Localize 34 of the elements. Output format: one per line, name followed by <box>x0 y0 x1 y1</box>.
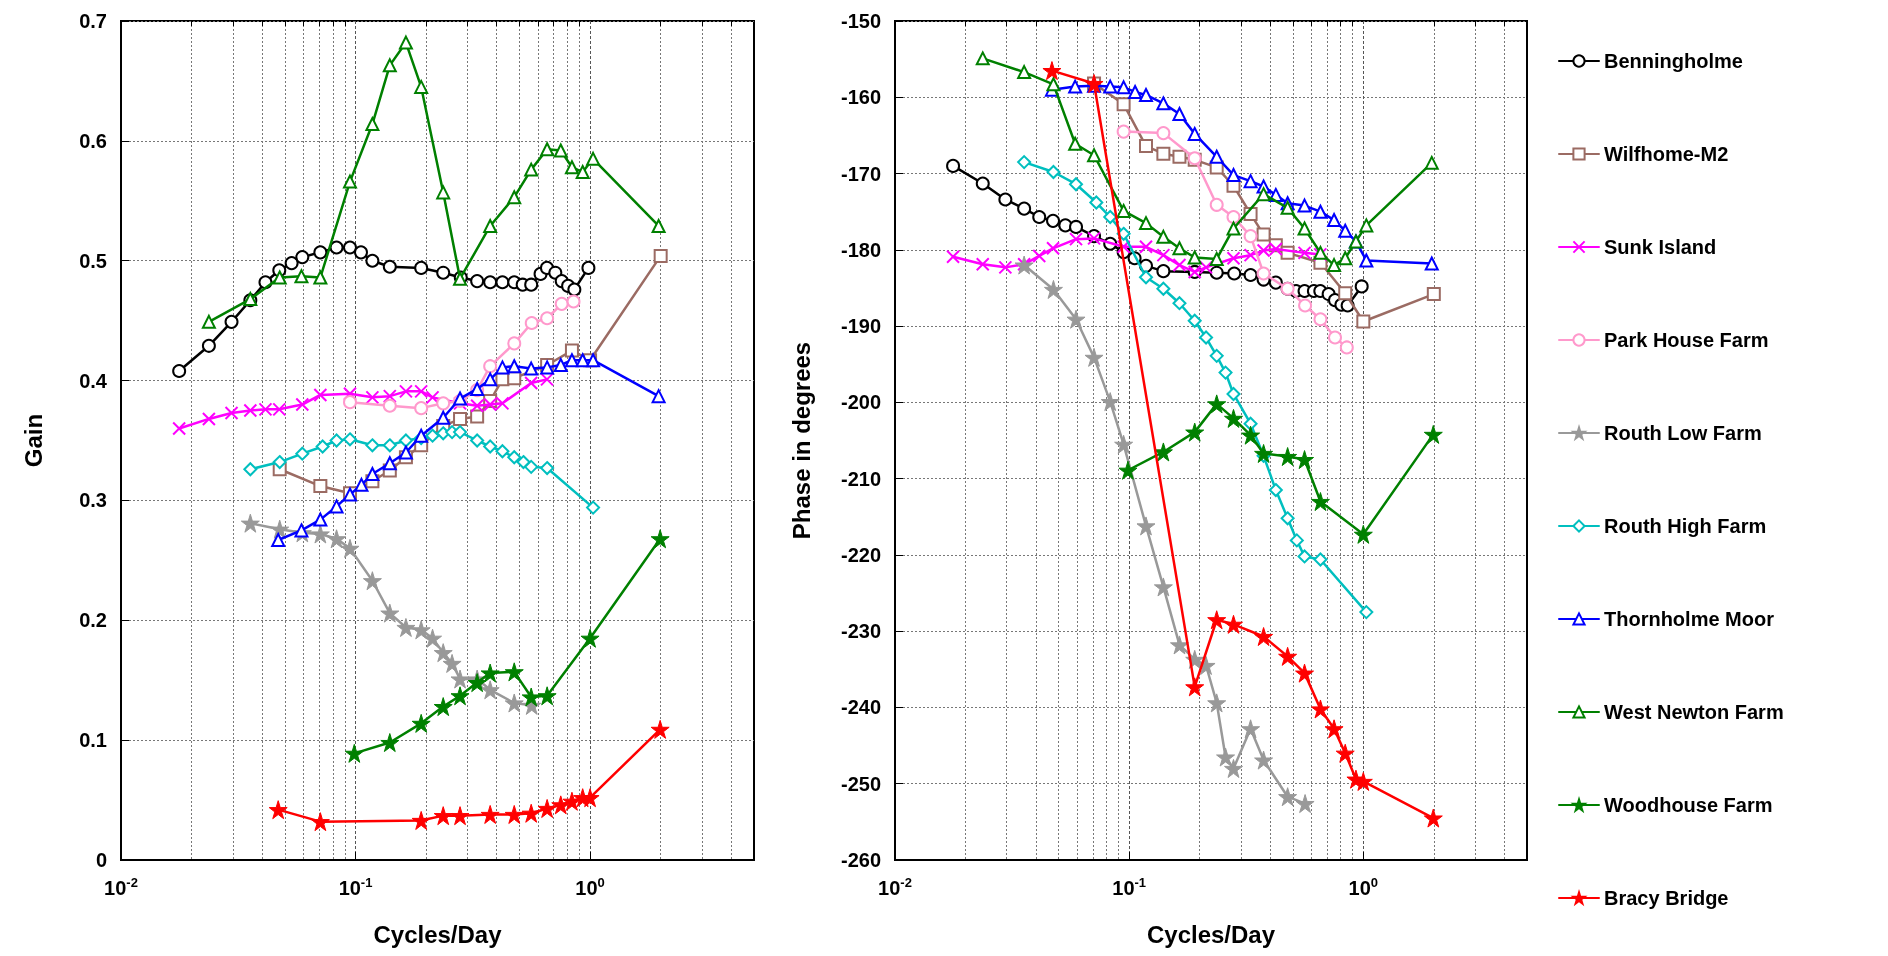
y-axis-title: Phase in degrees <box>787 341 815 540</box>
x-axis-title: Cycles/Day <box>1146 920 1276 948</box>
y-tick-label: -220 <box>840 543 881 566</box>
y-tick-label: -160 <box>840 86 881 109</box>
y-tick-label: 0 <box>95 849 107 871</box>
legend-label: Bracy Bridge <box>1604 887 1729 909</box>
legend-label: Routh High Farm <box>1604 515 1767 537</box>
y-tick-label: -230 <box>840 620 881 643</box>
legend-label: Park House Farm <box>1604 329 1769 351</box>
y-tick-label: -260 <box>840 849 881 871</box>
y-tick-label: -200 <box>840 391 881 414</box>
y-tick-label: -170 <box>840 162 881 185</box>
y-tick-label: -240 <box>840 696 881 719</box>
y-tick-label: 0.3 <box>79 489 107 512</box>
legend-label: Benningholme <box>1604 50 1743 72</box>
y-tick-label: 0.1 <box>79 729 107 752</box>
x-axis-title: Cycles/Day <box>373 920 503 948</box>
y-tick-label: 0.6 <box>79 129 107 152</box>
legend-label: Sunk Island <box>1604 236 1717 258</box>
y-tick-label: -180 <box>840 238 881 261</box>
y-tick-label: -190 <box>840 315 881 338</box>
y-axis-title: Gain <box>19 413 47 468</box>
legend-label: Thornholme Moor <box>1604 608 1775 630</box>
y-tick-label: 0.5 <box>79 249 107 272</box>
legend-label: Woodhouse Farm <box>1604 794 1773 816</box>
y-tick-label: 0.7 <box>79 10 107 32</box>
legend-label: Wilfhome-M2 <box>1604 143 1729 165</box>
y-tick-label: 0.4 <box>79 369 108 392</box>
legend-label: Routh Low Farm <box>1604 422 1762 444</box>
legend-label: West Newton Farm <box>1604 701 1784 723</box>
y-tick-label: -210 <box>840 467 881 490</box>
y-tick-label: 0.2 <box>79 609 107 632</box>
y-tick-label: -150 <box>840 10 881 32</box>
y-tick-label: -250 <box>840 772 881 795</box>
